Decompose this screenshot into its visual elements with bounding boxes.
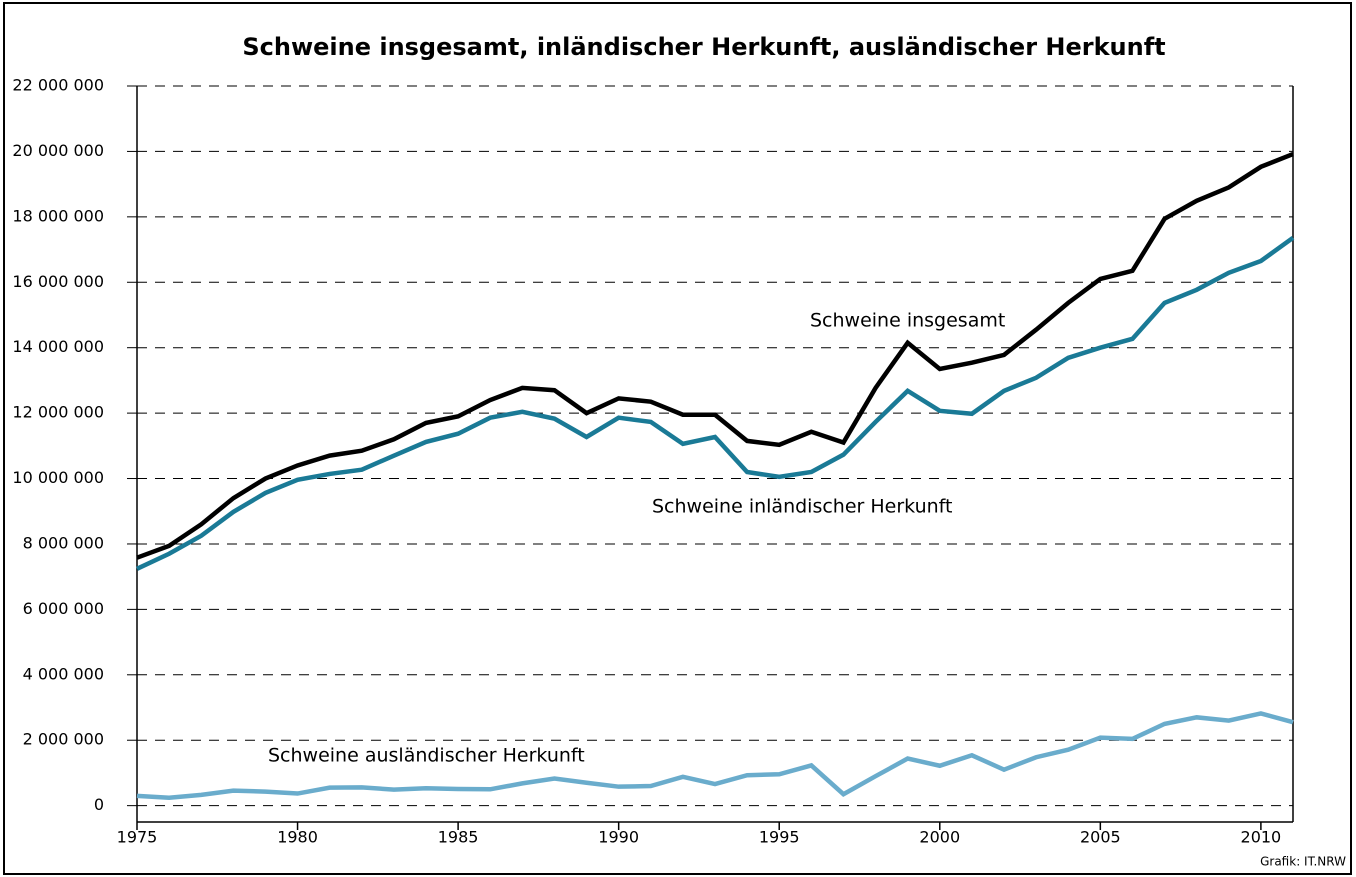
y-tick-label: 10 000 000 <box>12 468 104 487</box>
x-tick-label: 1995 <box>759 828 800 847</box>
series-line <box>136 235 1295 571</box>
y-tick-label: 0 <box>94 795 104 814</box>
x-tick-label: 2010 <box>1241 828 1282 847</box>
y-tick-label: 8 000 000 <box>23 533 104 552</box>
series-line <box>136 151 1294 560</box>
series-label: Schweine ausländischer Herkunft <box>268 745 585 767</box>
y-tick-label: 18 000 000 <box>12 206 104 225</box>
y-tick-label: 16 000 000 <box>12 272 104 291</box>
x-tick-label: 1990 <box>598 828 639 847</box>
frame <box>3 2 1352 875</box>
series-line <box>136 711 1294 801</box>
x-tick-label: 2005 <box>1080 828 1121 847</box>
credit: Grafik: IT.NRW <box>1260 855 1346 869</box>
chart-title: Schweine insgesamt, inländischer Herkunf… <box>242 33 1165 61</box>
series-label: Schweine inländischer Herkunft <box>652 496 952 518</box>
x-tick-label: 1980 <box>277 828 318 847</box>
x-tick-label: 1985 <box>438 828 479 847</box>
y-tick-label: 12 000 000 <box>12 403 104 422</box>
y-tick-label: 4 000 000 <box>23 664 104 683</box>
x-tick-label: 1975 <box>117 828 158 847</box>
series-label: Schweine insgesamt <box>810 310 1005 332</box>
y-tick-label: 14 000 000 <box>12 337 104 356</box>
y-tick-label: 6 000 000 <box>23 599 104 618</box>
y-tick-label: 2 000 000 <box>23 730 104 749</box>
y-tick-label: 22 000 000 <box>12 76 104 95</box>
y-tick-label: 20 000 000 <box>12 141 104 160</box>
x-tick-label: 2000 <box>919 828 960 847</box>
